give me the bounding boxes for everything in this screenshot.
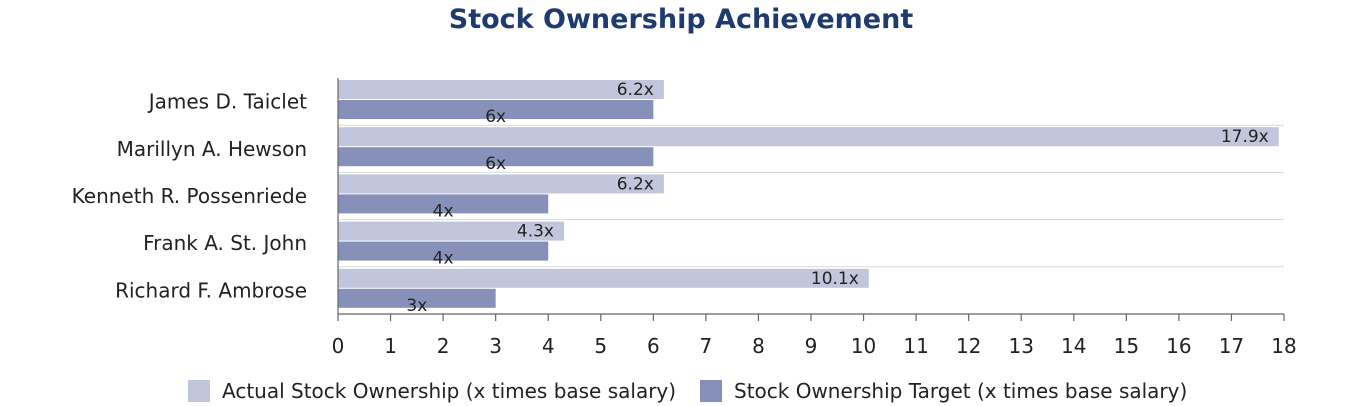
bar-target: [338, 100, 654, 119]
x-tick-label: 14: [1061, 334, 1086, 358]
bar-actual: [338, 268, 869, 288]
x-tick-label: 5: [594, 334, 607, 358]
x-tick-label: 1: [384, 334, 397, 358]
data-label-target: 6x: [485, 107, 506, 127]
data-label-actual: 10.1x: [811, 269, 859, 289]
x-tick-label: 7: [700, 334, 713, 358]
bar-target: [338, 288, 496, 308]
bar-actual: [338, 127, 1279, 147]
x-tick-label: 6: [647, 334, 660, 358]
category-label: Marillyn A. Hewson: [117, 137, 307, 161]
x-tick-label: 17: [1219, 334, 1244, 358]
bar-actual: [338, 221, 564, 241]
data-label-actual: 17.9x: [1221, 127, 1269, 147]
chart-title: Stock Ownership Achievement: [448, 4, 914, 35]
data-label-actual: 6.2x: [617, 174, 654, 194]
x-tick-label: 0: [332, 334, 345, 358]
legend-item-target: Stock Ownership Target (x times base sal…: [700, 376, 1187, 406]
bar-chart: 6.2x 6x James D. Taiclet 17.9x 6x Marillyn A.…: [72, 78, 1297, 358]
data-label-actual: 4.3x: [517, 222, 554, 242]
category-label: Kenneth R. Possenriede: [72, 184, 307, 208]
bar-actual: [338, 80, 664, 99]
x-tick-label: 4: [542, 334, 555, 358]
x-tick-label: 9: [805, 334, 818, 358]
x-tick-label: 3: [489, 334, 502, 358]
category-label: Frank A. St. John: [143, 231, 307, 255]
x-tick-label: 12: [956, 334, 981, 358]
data-label-target: 6x: [485, 154, 506, 174]
legend-swatch-target: [700, 380, 722, 402]
bar-target: [338, 241, 549, 261]
x-tick-label: 8: [752, 334, 765, 358]
bar-target: [338, 147, 654, 167]
x-tick-label: 2: [437, 334, 450, 358]
bar-actual: [338, 174, 664, 194]
x-tick-label: 13: [1008, 334, 1033, 358]
legend-item-actual: Actual Stock Ownership (x times base sal…: [188, 376, 676, 406]
data-label-target: 4x: [433, 249, 454, 269]
data-label-target: 4x: [433, 201, 454, 221]
bar-target: [338, 194, 549, 214]
legend-label-target: Stock Ownership Target (x times base sal…: [734, 379, 1188, 403]
data-label-target: 3x: [406, 296, 427, 316]
x-tick-label: 15: [1114, 334, 1139, 358]
legend-label-actual: Actual Stock Ownership (x times base sal…: [222, 379, 677, 403]
category-label: Richard F. Ambrose: [115, 278, 307, 302]
x-tick-label: 11: [903, 334, 928, 358]
legend-swatch-actual: [188, 380, 210, 402]
category-label: James D. Taiclet: [147, 90, 307, 114]
x-tick-label: 10: [851, 334, 876, 358]
x-tick-label: 16: [1166, 334, 1191, 358]
x-tick-label: 18: [1271, 334, 1296, 358]
data-label-actual: 6.2x: [617, 80, 654, 100]
